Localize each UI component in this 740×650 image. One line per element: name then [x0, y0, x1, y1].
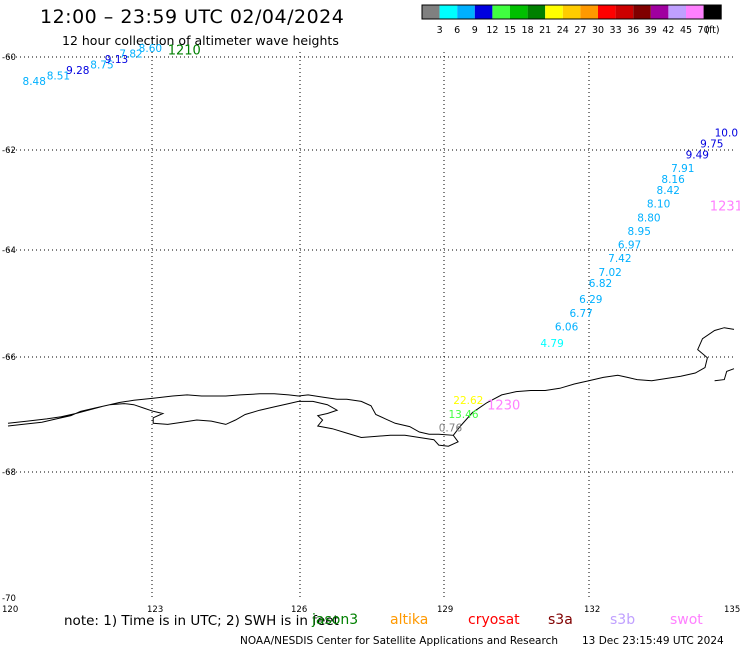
- colorbar-label: 3: [437, 25, 443, 36]
- colorbar-label: 33: [610, 25, 622, 36]
- wave-height-label: 6.97: [618, 240, 641, 252]
- x-tick-label: 129: [437, 605, 453, 615]
- colorbar-label: 30: [592, 25, 604, 36]
- satellite-legend-jason3: jason3: [312, 612, 359, 628]
- colorbar-label: 21: [539, 25, 551, 36]
- colorbar-label: 70: [698, 25, 710, 36]
- map-title: 12:00 – 23:59 UTC 02/04/2024: [40, 6, 345, 28]
- wave-height-label: 8.10: [647, 199, 670, 211]
- wave-height-label: 8.75: [90, 59, 113, 71]
- colorbar-swatch: [668, 5, 686, 19]
- wave-height-label: 8.48: [23, 76, 46, 88]
- x-tick-label: 135: [724, 605, 740, 615]
- wave-height-label: 10.0: [715, 128, 738, 140]
- colorbar-swatch: [422, 5, 440, 19]
- satellite-legend-s3a: s3a: [548, 612, 573, 628]
- x-tick-label: 120: [2, 605, 18, 615]
- colorbar-swatch: [474, 5, 493, 19]
- grid-lines: [8, 52, 734, 598]
- x-tick-label: 132: [584, 605, 600, 615]
- colorbar-swatch: [562, 5, 581, 19]
- wave-height-label: 9.75: [700, 139, 723, 151]
- wave-height-label: 8.42: [657, 185, 680, 197]
- satellite-legend-altika: altika: [390, 612, 429, 628]
- colorbar-swatch: [615, 5, 634, 19]
- colorbar-swatch: [633, 5, 651, 19]
- wave-height-label: 22.62: [453, 395, 483, 407]
- generation-timestamp: 13 Dec 23:15:49 UTC 2024: [582, 635, 724, 647]
- wave-height-label: 7.91: [671, 163, 694, 175]
- wave-height-label: 9.49: [686, 149, 709, 161]
- colorbar-swatch: [510, 5, 528, 19]
- colorbar-swatch: [650, 5, 669, 19]
- colorbar-label: 42: [662, 25, 674, 36]
- wave-height-label: 7.02: [598, 267, 621, 279]
- footer-note: note: 1) Time is in UTC; 2) SWH is in fe…: [64, 613, 339, 629]
- y-tick-label: -60: [2, 53, 16, 63]
- wave-height-label: 6.82: [589, 278, 612, 290]
- wave-height-label: 9.13: [105, 54, 128, 66]
- colorbar-label: 27: [574, 25, 586, 36]
- colorbar-label: 39: [645, 25, 657, 36]
- colorbar-label: 45: [680, 25, 692, 36]
- y-tick-label: -62: [2, 146, 16, 156]
- satellite-legend-cryosat: cryosat: [468, 612, 520, 628]
- altimeter-track: 8.48 8.519.28 8.759.137.828.60 1210: [23, 43, 201, 88]
- wave-height-label: 8.95: [628, 226, 651, 238]
- track-time-label: 1231: [710, 199, 740, 214]
- wave-height-label: 6.06: [555, 321, 579, 333]
- colorbar-swatch: [527, 5, 546, 19]
- colorbar-swatch: [545, 5, 563, 19]
- colorbar-swatch: [457, 5, 475, 19]
- colorbar-swatch: [439, 5, 458, 19]
- colorbar-swatch: [492, 5, 510, 19]
- colorbar-swatch: [686, 5, 704, 19]
- wave-height-label: 6.77: [569, 308, 592, 320]
- wave-height-label: 7.42: [608, 253, 631, 265]
- coastline: [714, 368, 735, 382]
- y-tick-label: -68: [2, 468, 16, 478]
- wave-height-label: 0.76: [439, 422, 463, 434]
- colorbar-label: 24: [557, 25, 569, 36]
- satellite-legend-s3b: s3b: [610, 612, 636, 628]
- satellite-legend-swot: swot: [670, 612, 703, 628]
- wave-height-label: 8.80: [637, 212, 660, 224]
- colorbar-label: 9: [472, 25, 478, 36]
- wave-height-label: 8.16: [661, 174, 685, 186]
- wave-height-label: 4.79: [540, 338, 563, 350]
- y-tick-label: -64: [2, 246, 16, 256]
- credit-text: NOAA/NESDIS Center for Satellite Applica…: [240, 635, 558, 647]
- wave-height-label: 6.29: [579, 294, 602, 306]
- colorbar-label: 18: [522, 25, 534, 36]
- colorbar-label: 12: [486, 25, 498, 36]
- colorbar-swatch: [703, 5, 722, 19]
- wave-height-label: 9.28: [66, 65, 89, 77]
- colorbar-swatch: [580, 5, 598, 19]
- wave-height-label: 8.51: [47, 70, 70, 82]
- y-tick-label: -70: [2, 594, 16, 604]
- wave-height-label: 13.46: [448, 409, 478, 421]
- coastline: [452, 327, 735, 436]
- coastline: [7, 393, 459, 447]
- altimeter-track: 4.79 6.066.77 6.29 6.827.02 7.426.97 8.95 8.80…: [540, 128, 740, 350]
- colorbar-swatch: [598, 5, 616, 19]
- y-tick-label: -66: [2, 353, 16, 363]
- map-subtitle: 12 hour collection of altimeter wave hei…: [62, 33, 339, 48]
- colorbar-label: 6: [454, 25, 460, 36]
- track-time-label: 1230: [487, 399, 520, 414]
- colorbar-label: (ft): [705, 25, 719, 36]
- colorbar-label: 36: [627, 25, 639, 36]
- colorbar-label: 15: [504, 25, 516, 36]
- wave-height-label: 7.82: [119, 48, 142, 60]
- wave-height-colorbar: 3 6 9 12 15 18 21 24 27 30 33 36 39 42 45 70(ft): [421, 4, 722, 36]
